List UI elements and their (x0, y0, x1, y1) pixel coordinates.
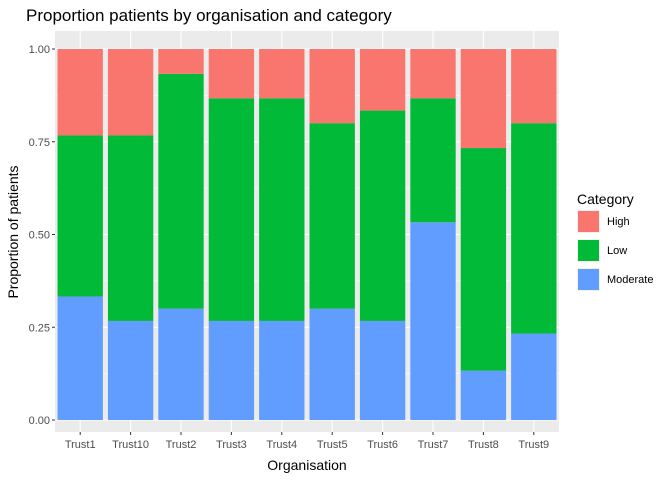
x-tick-label-trust6: Trust6 (367, 439, 398, 451)
bar-trust4-low (259, 98, 305, 321)
x-tick-label-trust10: Trust10 (112, 439, 149, 451)
bar-trust2-low (158, 73, 204, 309)
x-tick-label-trust8: Trust8 (468, 439, 499, 451)
x-tick-label-trust7: Trust7 (418, 439, 449, 451)
bar-trust6-low (359, 110, 406, 321)
legend-swatch-moderate (578, 269, 599, 290)
x-axis: Trust1 Trust10 Trust2 Trust3 Trust4 Trust5 Tru… (65, 432, 549, 451)
bar-trust3-moderate (208, 320, 255, 420)
legend-title: Category (577, 191, 634, 207)
bar-trust7-moderate (410, 222, 456, 420)
bar-trust5-high (309, 49, 355, 124)
bar-trust10-moderate (107, 320, 154, 420)
legend: Category High Low Moderate (577, 191, 653, 291)
bar-trust1-low (57, 135, 103, 297)
y-tick-label: 1.00 (29, 44, 50, 56)
bar-trust8-moderate (460, 370, 507, 420)
y-tick-label: 0.50 (29, 230, 50, 242)
bar-trust4-high (259, 49, 305, 99)
bar-trust10-low (107, 135, 154, 321)
y-axis-title: Proportion of patients (5, 165, 21, 298)
y-tick-label: 0.75 (29, 137, 50, 149)
bar-trust2-high (158, 49, 204, 74)
y-tick-label: 0.00 (29, 415, 50, 427)
bar-trust5-low (309, 123, 355, 309)
bar-trust5-moderate (309, 308, 355, 420)
x-tick-label-trust9: Trust9 (518, 439, 549, 451)
bar-trust6-moderate (359, 320, 406, 420)
legend-label-high: High (607, 216, 630, 228)
bar-trust3-low (208, 98, 255, 321)
bar-trust7-high (410, 49, 456, 99)
bar-trust1-moderate (57, 296, 103, 420)
x-tick-label-trust4: Trust4 (266, 439, 297, 451)
bar-trust7-low (410, 98, 456, 223)
bar-trust8-low (460, 148, 507, 371)
legend-swatch-high (578, 211, 599, 232)
x-tick-label-trust1: Trust1 (65, 439, 96, 451)
bar-trust6-high (359, 49, 406, 111)
chart-title: Proportion patients by organisation and … (26, 6, 392, 25)
legend-label-low: Low (607, 245, 627, 257)
x-axis-title: Organisation (267, 457, 346, 473)
x-tick-label-trust5: Trust5 (317, 439, 348, 451)
x-tick-label-trust2: Trust2 (166, 439, 197, 451)
bar-trust1-high (57, 49, 103, 136)
x-tick-label-trust3: Trust3 (216, 439, 247, 451)
bar-trust4-moderate (259, 320, 305, 420)
bar-trust2-moderate (158, 308, 204, 420)
bar-trust9-moderate (511, 333, 557, 420)
bar-trust8-high (460, 49, 507, 149)
y-tick-label: 0.25 (29, 322, 50, 334)
bar-trust10-high (107, 49, 154, 136)
bar-trust3-high (208, 49, 255, 99)
y-axis: 0.00 0.25 0.50 0.75 1.00 (29, 44, 55, 427)
legend-label-moderate: Moderate (607, 274, 653, 286)
legend-swatch-low (578, 240, 599, 261)
bar-trust9-low (511, 123, 557, 334)
bars (57, 49, 557, 420)
bar-trust9-high (511, 49, 557, 124)
